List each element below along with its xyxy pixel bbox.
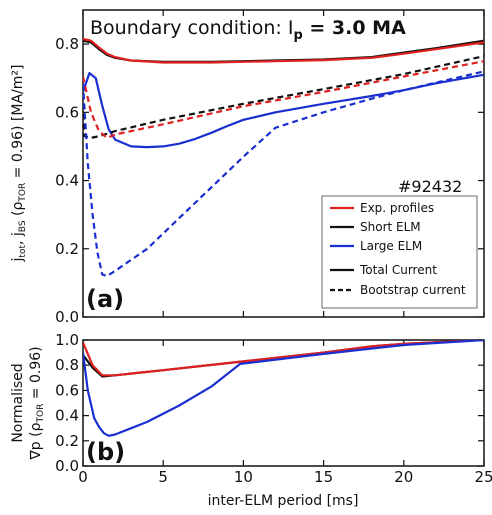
legend: Exp. profiles Short ELM Large ELM Total Cur… <box>330 201 466 297</box>
x-tick-label: 15 <box>314 468 333 486</box>
y-tick-label: 0.4 <box>55 407 79 425</box>
axes-panel-b: 0 5 10 15 20 25 0.0 0.2 0.4 0.6 0.8 1.0 <box>55 331 492 486</box>
title-value: = 3.0 MA <box>303 17 406 39</box>
panel-a-frame <box>82 9 485 318</box>
y-tick-label: 0.6 <box>55 103 79 121</box>
y-axis-label-top: jtot, jBS (ρTOR = 0.96) [MA/m²] <box>10 65 28 263</box>
x-tick-label: 5 <box>158 468 168 486</box>
title-sub: p <box>293 28 302 43</box>
title-prefix: Boundary condition: I <box>90 17 293 39</box>
y-tick-label: 0.0 <box>55 308 79 326</box>
y-tick-label: 1.0 <box>55 331 79 349</box>
x-tick-label: 20 <box>394 468 413 486</box>
panel-b-frame <box>82 339 485 467</box>
legend-label-2: Large ELM <box>360 239 422 253</box>
series-line-a-2 <box>83 72 484 149</box>
axes-panel-a: 0.0 0.2 0.4 0.6 0.8 <box>55 10 485 326</box>
series-line-a-3 <box>83 55 484 139</box>
shot-label: #92432 <box>398 177 462 196</box>
series-line-a-1 <box>83 37 484 64</box>
series-line-b-1 <box>83 340 484 377</box>
legend-label-3: Total Current <box>359 263 437 277</box>
x-tick-label: 0 <box>78 468 88 486</box>
legend-label-1: Short ELM <box>360 220 421 234</box>
y-tick-label: 0.6 <box>55 381 79 399</box>
x-tick-label: 25 <box>474 468 492 486</box>
y-tick-label: 0.8 <box>55 356 79 374</box>
panel-a-label: (a) <box>86 285 124 313</box>
y-axis-label-bottom-2: ∇p (ρTOR = 0.96) <box>28 346 46 460</box>
series-panel-a <box>83 37 484 278</box>
series-line-a-5 <box>83 70 484 278</box>
x-tick-label: 10 <box>234 468 253 486</box>
series-line-a-4 <box>83 60 484 139</box>
y-tick-label: 0.4 <box>55 172 79 190</box>
legend-label-4: Bootstrap current <box>360 283 466 297</box>
y-tick-label: 0.2 <box>55 240 79 258</box>
series-line-b-2 <box>83 340 484 437</box>
legend-label-0: Exp. profiles <box>360 201 434 215</box>
y-tick-label: 0.0 <box>55 457 79 475</box>
x-axis-label: inter-ELM period [ms] <box>208 493 359 509</box>
panel-b-label: (b) <box>86 438 125 466</box>
chart-title: Boundary condition: Ip = 3.0 MA <box>90 17 406 43</box>
series-panel-b <box>83 340 484 437</box>
y-tick-label: 0.8 <box>55 35 79 53</box>
y-tick-label: 0.2 <box>55 432 79 450</box>
y-axis-label-bottom-1: Normalised <box>10 363 26 442</box>
